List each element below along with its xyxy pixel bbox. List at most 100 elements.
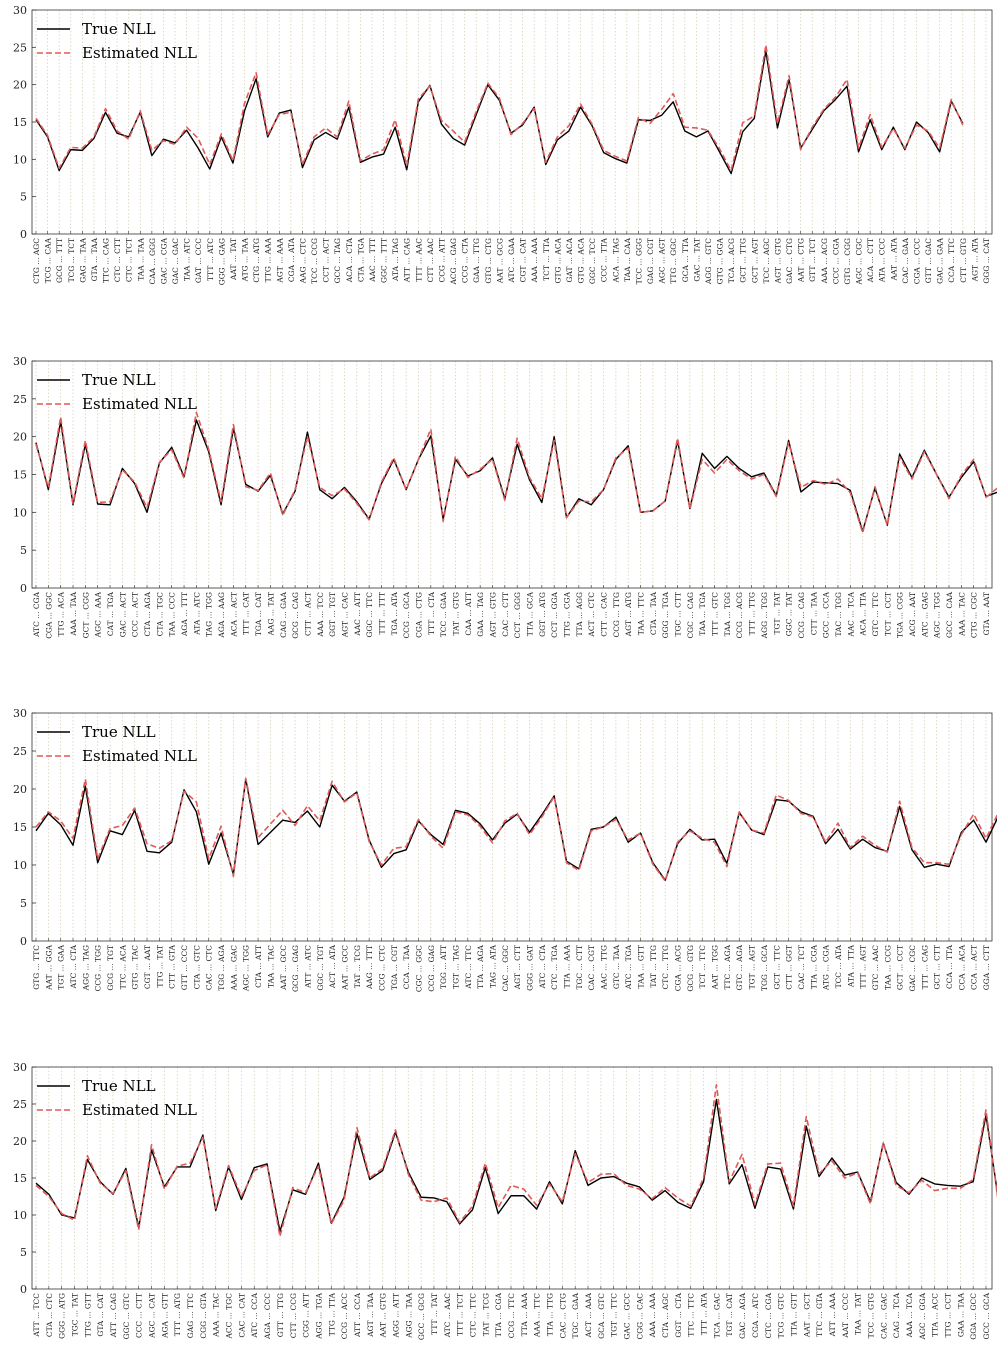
x-tick-label: AAT ... CCC: [841, 1293, 850, 1339]
x-tick-label: AGC ... CGC: [855, 238, 864, 286]
x-tick-label: CCC ... CGA: [831, 237, 840, 284]
y-tick-label: 10: [13, 506, 27, 519]
x-tick-label: ATA ... TTA: [846, 944, 855, 988]
legend-label-estimated: Estimated NLL: [82, 44, 197, 62]
chart-panel-4: 0 5 10 15 20 25 30 ATT ... TCC CTA ... CTC GGG ..…: [13, 1061, 997, 1340]
x-tick-label: TCC ... CCG: [310, 238, 319, 284]
x-tick-label: GTG ... CGG: [843, 238, 852, 285]
x-tick-label: GCT ... CTT: [933, 945, 942, 990]
x-tick-label: AAT ... ATA: [889, 237, 898, 281]
x-tick-label: CTG ... CGC: [970, 592, 979, 638]
y-tick-label: 20: [13, 79, 27, 92]
y-tick-label: 30: [13, 707, 27, 720]
x-tick-label: AAC ... ATT: [353, 592, 362, 637]
x-tick-label: GTT ... CCC: [180, 945, 189, 991]
x-tick-label: TGT ... TAT: [772, 592, 781, 635]
x-tick-label: GCT ... AGT: [750, 238, 759, 283]
x-tick-label: GGG ... ATG: [58, 1293, 67, 1339]
y-tick-label: 0: [20, 935, 27, 948]
y-tick-label: 10: [13, 1209, 27, 1222]
x-tick-label: TGC ... CTT: [575, 945, 584, 990]
x-tick-label: CAC ... CTC: [205, 945, 214, 991]
x-tick-label: CTC ... TTC: [468, 1293, 477, 1338]
x-tick-label: CCT ... GGA: [550, 591, 559, 637]
x-tick-label: GTA ... CAT: [96, 1293, 105, 1337]
x-tick-label: TGG ... ATT: [439, 945, 448, 989]
x-tick-label: CTA ... TGC: [155, 592, 164, 637]
x-tick-label: GAA ... TAG: [476, 592, 485, 637]
x-tick-label: CAA ... GGG: [148, 238, 157, 284]
x-tick-label: TAG ... ATA: [488, 944, 497, 988]
x-tick-label: CAG ... GAA: [279, 591, 288, 637]
true-nll-line: [35, 1098, 997, 1232]
x-tick-label: TAA ... TTC: [637, 592, 646, 635]
x-tick-label: GTG ... GGA: [716, 237, 725, 284]
x-tick-label: CCG ... ACG: [735, 592, 744, 639]
x-tick-label: AAA ... GAC: [229, 945, 238, 992]
x-tick-label: GAC ... GAA: [936, 237, 945, 283]
x-tick-label: TCG ... TCT: [67, 238, 76, 282]
x-tick-label: GAC ... AGA: [738, 1292, 747, 1338]
x-tick-label: ATT ... CCA: [353, 1292, 362, 1338]
y-tick-label: 25: [13, 1098, 27, 1111]
x-tick-label: GAC ... TAT: [692, 238, 701, 282]
x-tick-label: CAC ... CTT: [501, 592, 510, 637]
x-tick-label: ACT ... ATA: [328, 944, 337, 989]
x-tick-label: ACC ... TGC: [225, 1293, 234, 1340]
x-tick-label: GGC ... TCC: [588, 238, 597, 284]
x-tick-label: ATT ... ATC: [303, 945, 312, 989]
x-tick-label: GCA ... GTC: [597, 1293, 606, 1339]
x-tick-label: ATT ... CAG: [403, 238, 412, 283]
x-tick-label: ACA ... ACT: [229, 592, 238, 638]
x-tick-label: ATC ... CGA: [32, 591, 41, 637]
x-tick-label: TAA ... CCC: [168, 592, 177, 637]
x-tick-label: TTT ... TAT: [430, 1293, 439, 1335]
x-tick-label: TTA ... ACC: [931, 1293, 940, 1337]
x-tick-label: GAC ... CGA: [159, 237, 168, 284]
y-tick-label: 15: [13, 116, 27, 129]
x-tick-label: TTA ... AAA: [520, 1292, 529, 1336]
x-tick-label: CGC ... GGC: [414, 945, 423, 992]
x-tick-label: TTA ... TTG: [546, 1293, 555, 1336]
x-tick-label: TAG ... TGG: [205, 592, 214, 637]
legend-label-estimated: Estimated NLL: [82, 747, 197, 765]
x-tick-label: GCT ... TTC: [772, 945, 781, 990]
x-tick-label: ACA ... CTA: [345, 237, 354, 283]
x-tick-label: CCG ... ACC: [340, 1293, 349, 1340]
x-tick-label: TTC ... TTC: [687, 1293, 696, 1337]
x-tick-label: AAC ... TCA: [846, 591, 855, 637]
x-tick-label: ATC ... TTC: [464, 945, 473, 990]
x-tick-label: AGC ... CAT: [148, 1293, 157, 1339]
legend-label-estimated: Estimated NLL: [82, 395, 197, 413]
x-tick-label: AAT ... CTG: [797, 238, 806, 283]
x-tick-label: AAG ... CTC: [298, 238, 307, 284]
x-tick-label: TTG ... AAA: [264, 237, 273, 282]
x-tick-label: CTT ... GTA: [168, 944, 177, 988]
x-tick-label: CAC ... GAA: [901, 237, 910, 283]
y-tick-label: 15: [13, 1172, 27, 1185]
x-tick-label: GGC ... TTT: [380, 238, 389, 283]
x-tick-label: GGA ... GCC: [969, 1293, 978, 1340]
x-tick-label: TCG ... GTC: [777, 1293, 786, 1339]
x-tick-label: ATC ... CTA: [538, 944, 547, 989]
x-tick-label: AGG ... TGA: [314, 1292, 323, 1339]
true-nll-line: [35, 419, 997, 532]
x-tick-label: GTC ... AGA: [735, 944, 744, 990]
x-tick-label: AAA ... TTC: [533, 1293, 542, 1338]
x-tick-label: TTT ... TTG: [748, 592, 757, 635]
x-tick-label: AGT ... TAA: [366, 1292, 375, 1337]
x-tick-label: CGG ... GTA: [199, 1292, 208, 1338]
y-tick-label: 0: [20, 582, 27, 595]
x-tick-label: CTG ... ATG: [252, 238, 261, 283]
x-tick-label: ACT ... CTC: [587, 592, 596, 638]
x-tick-label: TTG ... TAT: [155, 945, 164, 988]
x-tick-label: GAC ... GAC: [171, 238, 180, 284]
x-tick-label: TGT ... GAA: [57, 944, 66, 989]
x-tick-label: GTA ... AAT: [982, 592, 991, 635]
x-tick-label: ATT ... AAA: [828, 1292, 837, 1337]
x-tick-label: TTT ... TTT: [377, 592, 386, 635]
y-tick-label: 0: [20, 1283, 27, 1296]
x-tick-label: CTC ... TGA: [550, 944, 559, 989]
x-tick-label: CCA ... TTA: [945, 944, 954, 989]
x-tick-label: CTT ... ACT: [303, 592, 312, 636]
